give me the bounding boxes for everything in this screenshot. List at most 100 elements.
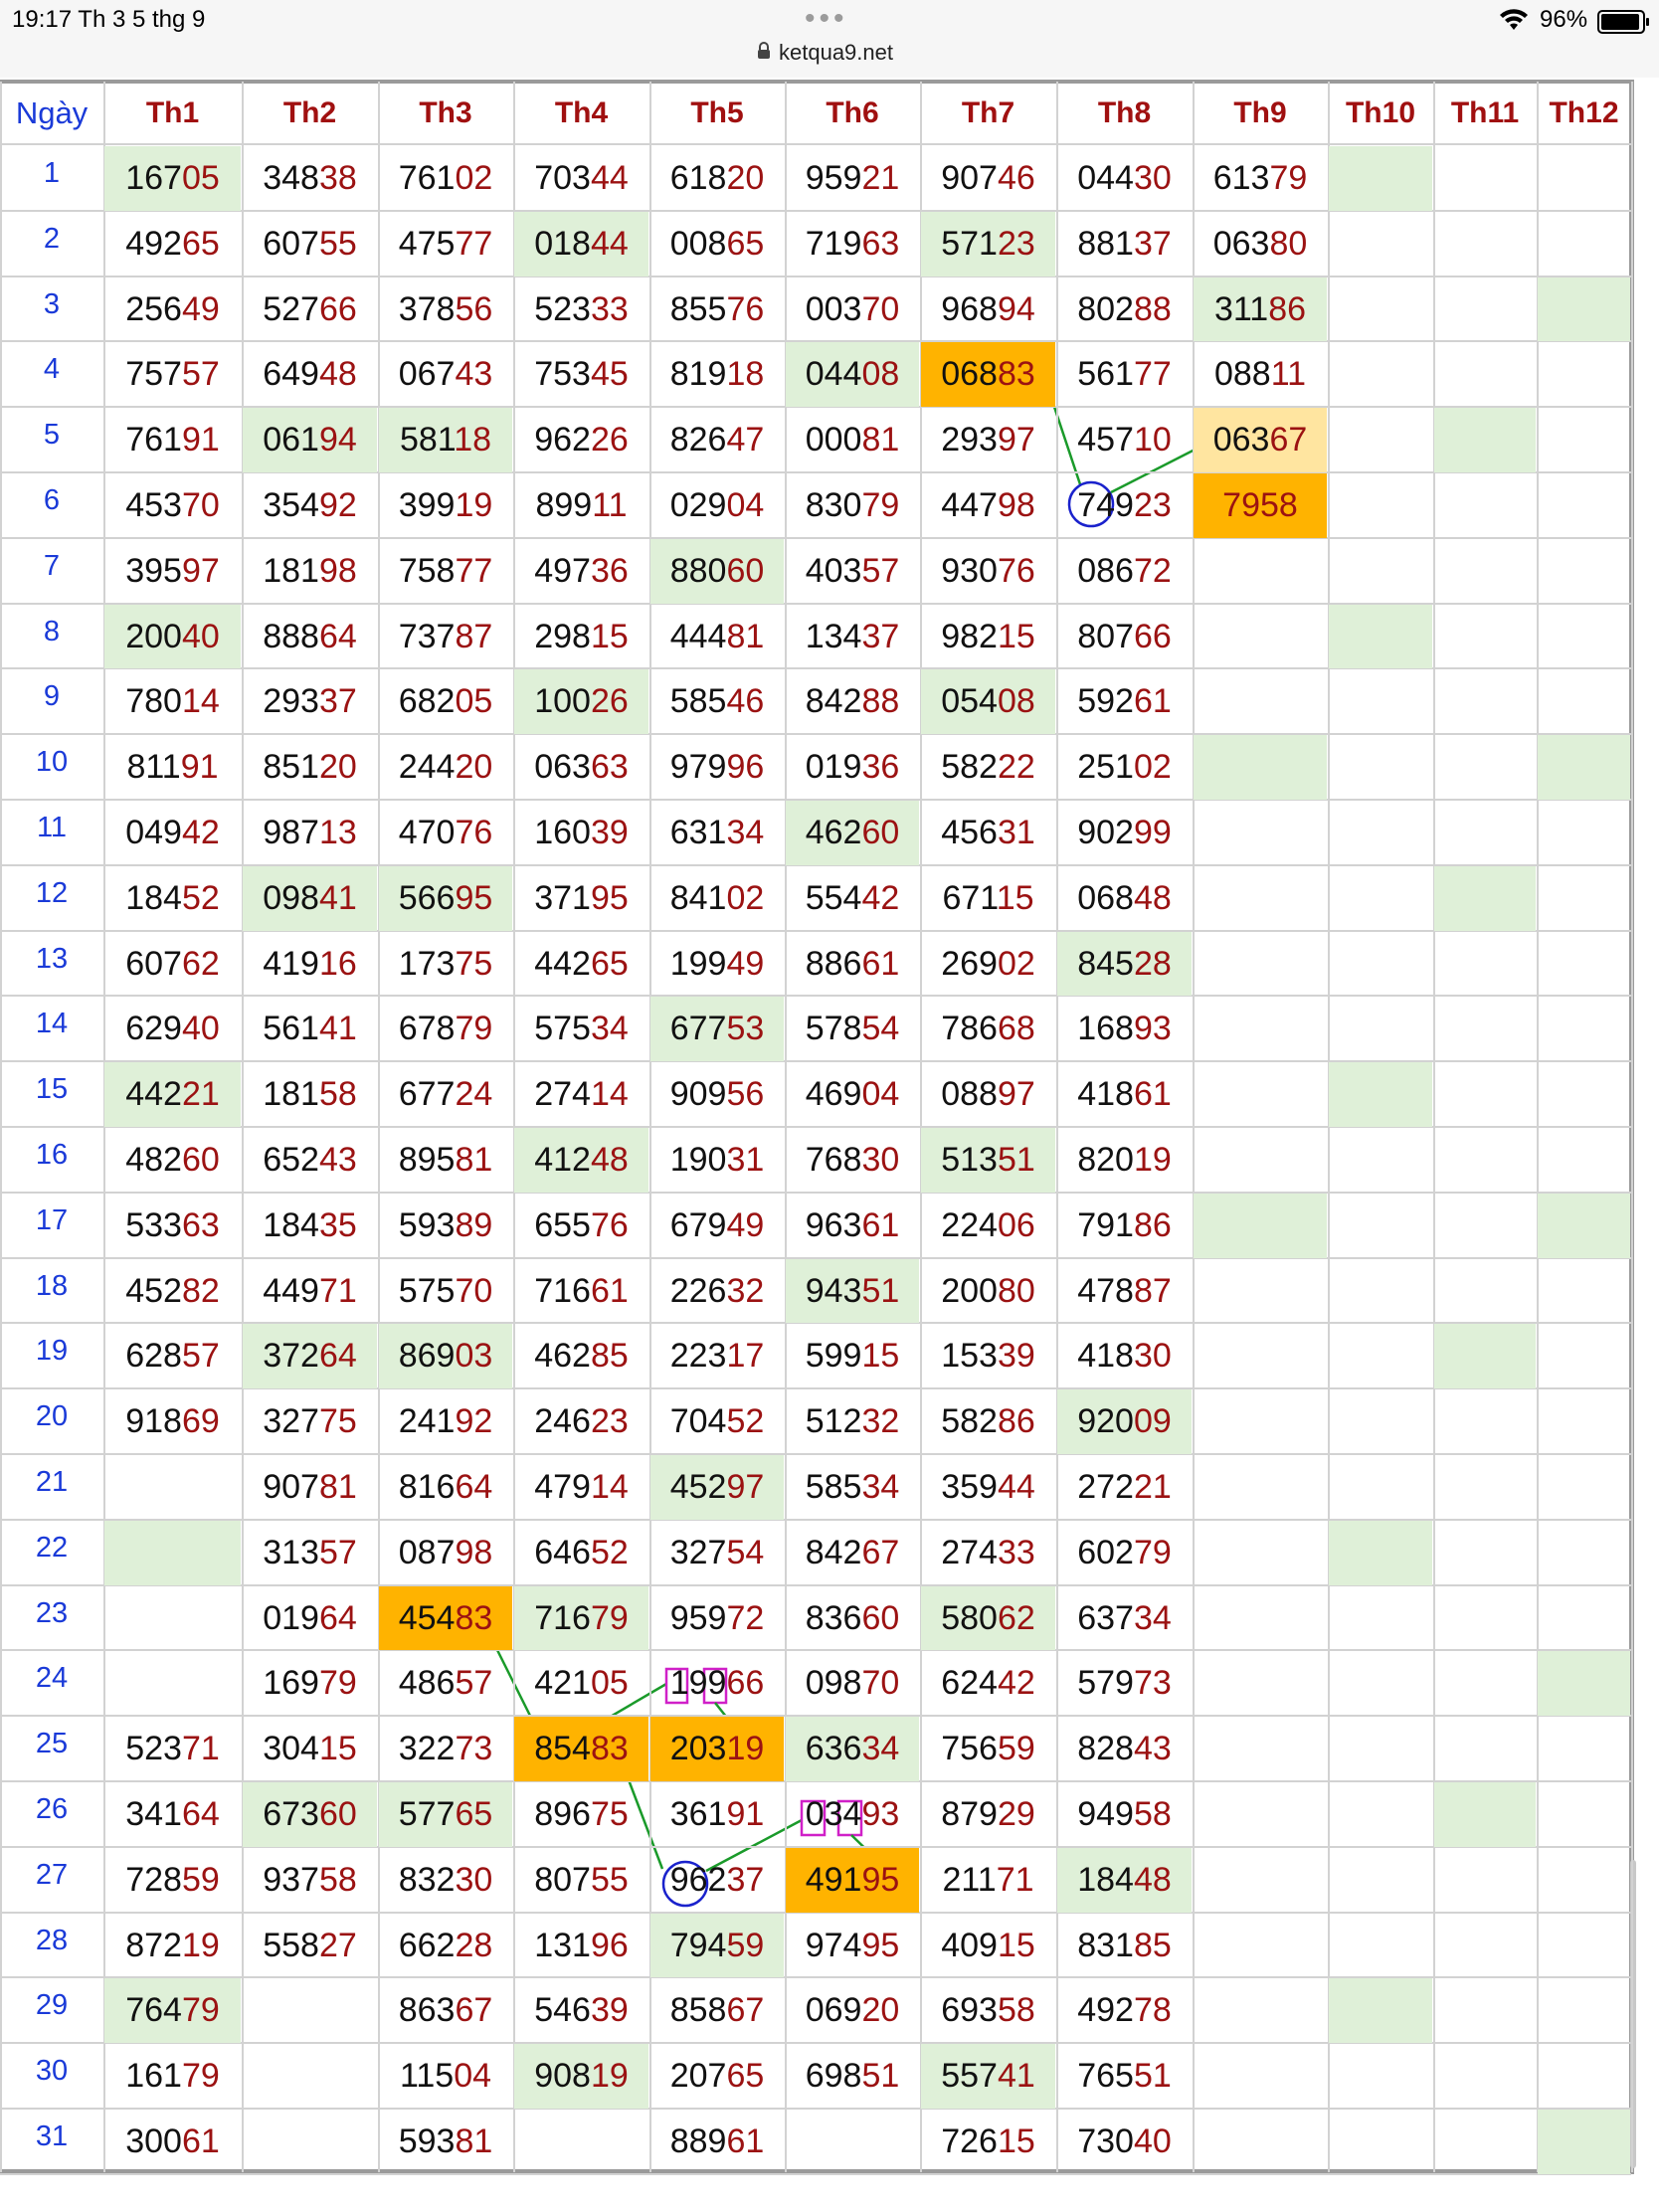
grid-hline xyxy=(0,929,1631,932)
result-lead-digits: 698 xyxy=(805,2057,862,2096)
grid-hline xyxy=(0,1976,1631,1979)
result-cell: 71661 xyxy=(514,1259,648,1324)
result-cell: 55827 xyxy=(243,1914,377,1978)
result-tail-digits: 53 xyxy=(726,1010,765,1048)
result-lead-digits: 858 xyxy=(669,1991,727,2030)
result-tail-digits: 21 xyxy=(181,1075,220,1114)
result-lead-digits: 533 xyxy=(125,1205,182,1244)
result-tail-digits: 19 xyxy=(455,486,493,524)
result-cell: 55741 xyxy=(921,2044,1055,2109)
result-tail-digits: 98 xyxy=(997,486,1035,524)
result-cell: 52766 xyxy=(243,277,377,342)
day-number: 12 xyxy=(35,876,69,909)
result-cell: 18435 xyxy=(243,1194,377,1258)
result-lead-digits: 378 xyxy=(398,289,456,328)
result-lead-digits: 449 xyxy=(263,1271,319,1310)
result-tail-digits: 70 xyxy=(181,486,220,524)
result-tail-digits: 44 xyxy=(590,224,629,263)
grid-hline xyxy=(0,1649,1631,1652)
result-lead-digits: 646 xyxy=(534,1533,591,1571)
result-tail-digits: 71 xyxy=(996,1860,1034,1899)
result-cell xyxy=(1434,1914,1536,1978)
day-number: 2 xyxy=(43,222,61,255)
result-tail-digits: 65 xyxy=(181,224,220,263)
result-lead-digits: 768 xyxy=(805,1141,862,1179)
result-cell: 13196 xyxy=(514,1914,648,1978)
result-tail-digits: 34 xyxy=(861,1468,900,1506)
result-tail-digits: 59 xyxy=(181,1860,220,1899)
result-cell: 73787 xyxy=(379,605,512,669)
result-tail-digits: 51 xyxy=(1133,2057,1172,2096)
result-tail-digits: 43 xyxy=(318,1141,357,1179)
result-cell xyxy=(1434,801,1536,865)
result-lead-digits: 671 xyxy=(942,878,997,917)
result-lead-digits: 181 xyxy=(263,1075,319,1114)
result-lead-digits: 716 xyxy=(534,1598,591,1637)
result-cell xyxy=(1194,1062,1327,1127)
result-cell: 00865 xyxy=(650,212,784,276)
result-cell: 73040 xyxy=(1057,2110,1192,2174)
result-cell: 80288 xyxy=(1057,277,1192,342)
result-tail-digits: 48 xyxy=(318,355,357,394)
result-lead-digits: 888 xyxy=(263,617,319,655)
result-tail-digits: 54 xyxy=(861,1010,900,1048)
result-cell: 45370 xyxy=(104,473,241,538)
result-tail-digits: 40 xyxy=(181,1010,220,1048)
result-tail-digits: 30 xyxy=(455,1860,493,1899)
result-lead-digits: 184 xyxy=(1077,1860,1134,1899)
result-lead-digits: 930 xyxy=(941,551,998,590)
result-cell: 18448 xyxy=(1057,1847,1192,1913)
result-lead-digits: 034 xyxy=(805,1795,862,1833)
result-tail-digits: 65 xyxy=(590,944,629,983)
column-header-month: Th10 xyxy=(1345,96,1416,129)
result-cell: 49195 xyxy=(786,1847,919,1913)
result-cell: 67360 xyxy=(243,1782,377,1847)
result-lead-digits: 794 xyxy=(669,1926,727,1964)
result-lead-digits: 008 xyxy=(669,224,727,263)
result-cell xyxy=(1538,276,1630,342)
result-cell xyxy=(1329,1389,1432,1454)
result-lead-digits: 962 xyxy=(534,421,591,460)
scrollbar[interactable] xyxy=(1630,1860,1636,2168)
day-number: 10 xyxy=(35,746,69,779)
result-cell: 82019 xyxy=(1057,1128,1192,1193)
result-cell: 32754 xyxy=(650,1521,784,1585)
result-tail-digits: 80 xyxy=(997,1271,1035,1310)
result-tail-digits: 17 xyxy=(726,1337,765,1376)
result-tail-digits: 60 xyxy=(726,551,765,590)
result-cell xyxy=(1194,1651,1327,1716)
result-cell xyxy=(1194,866,1327,931)
result-cell: 31357 xyxy=(243,1521,377,1585)
result-cell: 45297 xyxy=(650,1455,784,1520)
result-lead-digits: 879 xyxy=(941,1795,998,1833)
result-cell: 15339 xyxy=(921,1324,1055,1388)
result-cell: 88961 xyxy=(650,2110,784,2174)
result-lead-digits: 561 xyxy=(263,1010,319,1048)
result-tail-digits: 46 xyxy=(726,682,765,721)
address-bar-url[interactable]: ketqua9.net xyxy=(779,40,893,65)
result-lead-digits: 153 xyxy=(941,1337,998,1376)
result-tail-digits: 95 xyxy=(590,878,629,917)
more-dots-icon[interactable]: ••• xyxy=(805,2,848,35)
result-cell: 57123 xyxy=(921,211,1055,276)
result-cell xyxy=(1434,408,1536,472)
result-lead-digits: 418 xyxy=(1077,1337,1134,1376)
result-lead-digits: 167 xyxy=(125,159,182,197)
result-cell: 19949 xyxy=(650,932,784,997)
result-lead-digits: 399 xyxy=(398,486,456,524)
result-lead-digits: 832 xyxy=(398,1860,456,1899)
result-cell: 37856 xyxy=(379,277,512,342)
result-lead-digits: 855 xyxy=(669,289,727,328)
result-cell: 20040 xyxy=(104,604,241,669)
result-tail-digits: 23 xyxy=(1133,486,1172,524)
result-lead-digits: 677 xyxy=(398,1075,456,1114)
result-cell: 32775 xyxy=(243,1389,377,1454)
result-cell: 52333 xyxy=(514,277,648,342)
result-cell: 89911 xyxy=(514,473,648,538)
result-lead-digits: 181 xyxy=(263,551,319,590)
result-cell: 71679 xyxy=(514,1585,648,1651)
result-tail-digits: 87 xyxy=(1133,1271,1172,1310)
result-tail-digits: 98 xyxy=(318,551,357,590)
result-cell: 87929 xyxy=(921,1782,1055,1847)
result-cell xyxy=(1329,1194,1432,1258)
